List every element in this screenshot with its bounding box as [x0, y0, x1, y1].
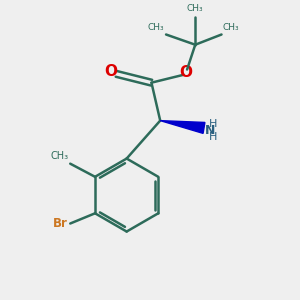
- Text: N: N: [205, 124, 215, 137]
- Polygon shape: [160, 121, 205, 134]
- Text: H: H: [209, 132, 218, 142]
- Text: CH₃: CH₃: [147, 23, 164, 32]
- Text: O: O: [105, 64, 118, 79]
- Text: O: O: [179, 65, 192, 80]
- Text: CH₃: CH₃: [51, 151, 69, 161]
- Text: CH₃: CH₃: [187, 4, 204, 14]
- Text: Br: Br: [53, 217, 68, 230]
- Text: H: H: [209, 118, 218, 128]
- Text: CH₃: CH₃: [223, 23, 240, 32]
